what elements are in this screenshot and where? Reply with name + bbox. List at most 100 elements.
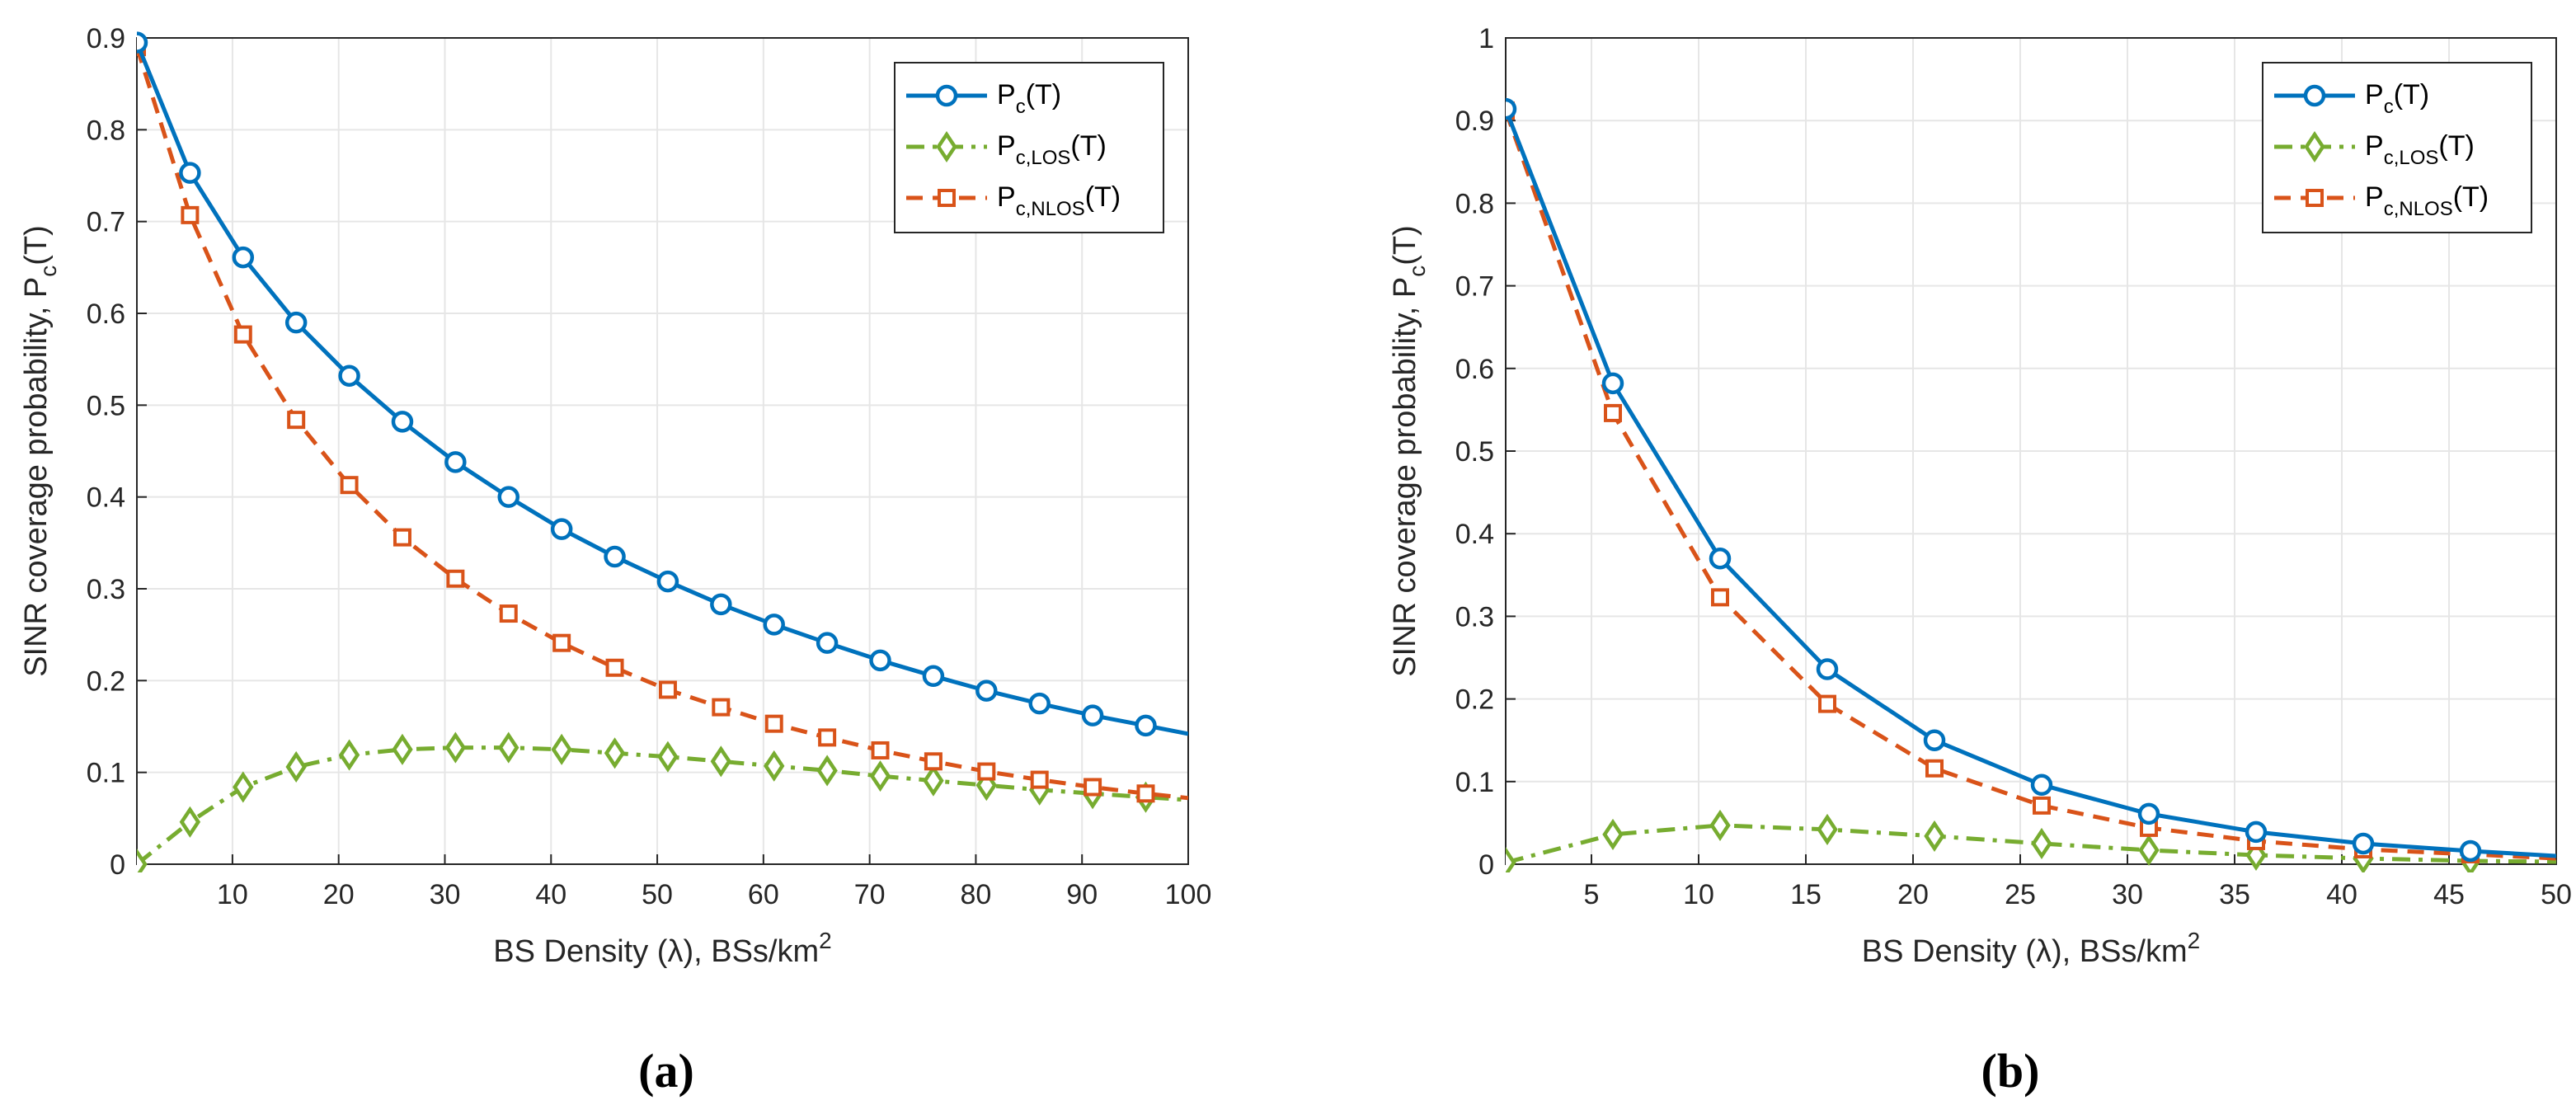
y-tick-label: 0.6 [1455, 354, 1494, 385]
x-axis-label: BS Density (λ), BSs/km2 [493, 928, 831, 969]
x-tick-label: 70 [854, 879, 886, 910]
data-point-los [444, 731, 467, 764]
data-point-pc [1923, 729, 1946, 751]
x-axis-ticks: 5 10 15 20 25 30 35 40 45 50 [1584, 854, 2572, 910]
y-tick-label: 0.9 [1455, 106, 1494, 137]
legend-label-suffix: (T) [1070, 130, 1106, 162]
x-axis-ticks: 10 20 30 40 50 60 70 80 90 100 [217, 854, 1211, 910]
data-point-los [1709, 809, 1731, 841]
y-tick-label: 0.2 [1455, 684, 1494, 716]
legend-label-subscript: c [1016, 96, 1026, 118]
x-axis-label-text: BS Density (λ), BSs/km [1862, 934, 2188, 969]
data-point-pc [922, 665, 945, 688]
data-point-pc [2137, 802, 2160, 825]
data-point-los [657, 741, 679, 773]
y-tick-label: 0.7 [87, 207, 125, 238]
legend-label-subscript: c,LOS [2384, 147, 2439, 169]
data-point-pc [2459, 839, 2482, 863]
data-point-nlos [1925, 759, 1944, 778]
y-tick-label: 0 [110, 849, 125, 881]
x-tick-label: 50 [2541, 879, 2572, 910]
data-point-pc [710, 593, 732, 616]
data-point-nlos [871, 741, 890, 759]
data-point-los [1602, 818, 1624, 850]
y-axis-label-subscript: c [35, 266, 61, 277]
y-tick-label: 0.5 [1455, 436, 1494, 468]
x-tick-label: 60 [748, 879, 779, 910]
data-point-los [1506, 846, 1516, 872]
x-axis-label: BS Density (λ), BSs/km2 [1862, 928, 2200, 969]
y-tick-label: 0.5 [87, 390, 125, 421]
data-point-los [1817, 813, 1838, 845]
legend-label-los: Pc,LOS(T) [2365, 130, 2475, 169]
data-point-nlos [1711, 588, 1729, 607]
legend-label-subscript: c,NLOS [2384, 198, 2453, 220]
y-axis-label-text: SINR coverage probability, P [19, 277, 54, 677]
data-point-los [710, 745, 732, 778]
y-tick-label: 0.1 [1455, 767, 1494, 798]
x-tick-label: 15 [1790, 879, 1822, 910]
data-point-nlos [712, 698, 731, 717]
y-axis-label-subscript: c [1404, 266, 1430, 277]
data-point-pc [1081, 704, 1104, 726]
chart-panel-b: 5 10 15 20 25 30 35 40 45 50 0 0.1 0.2 0.3 0.4 0.5 0.6 0.… [1388, 23, 2572, 1098]
y-tick-label: 0.3 [1455, 601, 1494, 632]
x-tick-label: 10 [1683, 879, 1714, 910]
y-tick-label: 1 [1478, 23, 1494, 54]
data-point-nlos [340, 476, 359, 495]
data-point-nlos [2033, 796, 2051, 815]
data-point-los [2031, 827, 2052, 860]
y-axis-label: SINR coverage probability, Pc(T) [1388, 225, 1430, 677]
data-point-pc [497, 486, 520, 508]
y-tick-label: 0 [1478, 849, 1494, 881]
x-axis-label-superscript: 2 [819, 928, 832, 953]
legend-label-los: Pc,LOS(T) [997, 130, 1107, 169]
y-tick-label: 0.7 [1455, 271, 1494, 303]
y-axis-label-suffix: (T) [1388, 225, 1422, 266]
legend-label-subscript: c,NLOS [1016, 198, 1085, 220]
data-point-pc [975, 679, 998, 702]
y-tick-label: 0.3 [87, 574, 125, 605]
data-point-nlos [1136, 784, 1155, 803]
y-tick-label: 0.9 [87, 23, 125, 54]
panel-label: (a) [638, 1044, 694, 1098]
data-point-los [551, 733, 572, 765]
data-point-pc [1816, 658, 1839, 680]
x-axis-label-text: BS Density (λ), BSs/km [493, 934, 819, 969]
y-axis-label: SINR coverage probability, Pc(T) [19, 225, 61, 677]
data-point-pc [338, 364, 360, 387]
panel-label: (b) [1981, 1044, 2040, 1098]
y-tick-label: 0.2 [87, 665, 125, 697]
data-point-nlos [393, 528, 411, 547]
data-point-pc [444, 451, 467, 473]
legend-label-base: P [997, 79, 1016, 110]
data-point-los [498, 731, 519, 764]
legend-item-pc: Pc(T) [2274, 79, 2429, 118]
legend-label-suffix: (T) [1085, 181, 1121, 213]
legend-item-nlos: Pc,NLOS(T) [2274, 181, 2489, 220]
legend-item-los: Pc,LOS(T) [2274, 130, 2475, 169]
data-point-los [604, 737, 626, 769]
y-tick-label: 0.6 [87, 299, 125, 330]
data-point-pc [391, 411, 414, 433]
data-point-los [338, 739, 360, 771]
legend-item-nlos: Pc,NLOS(T) [906, 181, 1121, 220]
data-point-los [923, 764, 944, 797]
data-point-nlos [818, 728, 837, 747]
x-tick-label: 5 [1584, 879, 1600, 910]
legend-label-base: P [997, 130, 1016, 162]
chart-panel-a: 10 20 30 40 50 60 70 80 90 100 0 0.1 0.2 0.3 0.4 0.5 0.6… [19, 23, 1211, 1098]
legend-marker-pc [2303, 84, 2326, 107]
data-point-nlos [552, 633, 571, 652]
legend-label-base: P [2365, 130, 2384, 162]
y-axis-label-suffix: (T) [19, 225, 54, 266]
data-point-pc [179, 162, 201, 184]
x-axis-label-superscript: 2 [2188, 928, 2201, 953]
x-tick-label: 20 [323, 879, 355, 910]
data-point-nlos [233, 325, 252, 344]
legend-label-nlos: Pc,NLOS(T) [997, 181, 1121, 220]
data-point-los [2138, 834, 2160, 867]
legend: Pc(T) Pc,LOS(T) Pc,NLOS(T) [2262, 62, 2532, 233]
y-axis-label-text: SINR coverage probability, P [1388, 277, 1422, 677]
